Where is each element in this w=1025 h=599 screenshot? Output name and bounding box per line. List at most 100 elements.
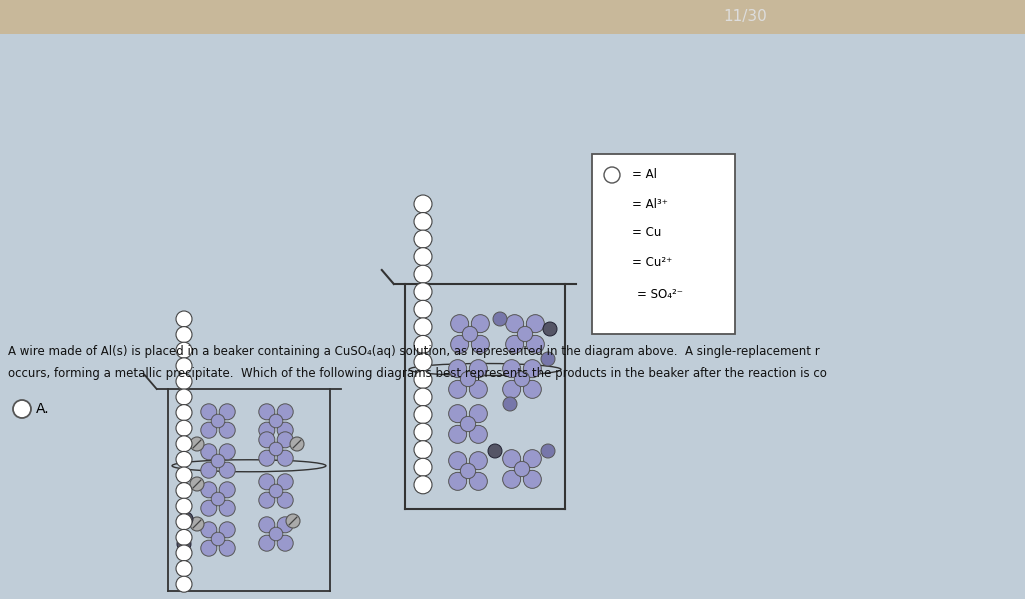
Circle shape: [449, 380, 466, 398]
Circle shape: [414, 406, 432, 423]
Circle shape: [13, 400, 31, 418]
Circle shape: [190, 477, 204, 491]
Text: = Al³⁺: = Al³⁺: [632, 198, 668, 210]
Circle shape: [451, 335, 468, 353]
Circle shape: [201, 540, 217, 556]
Circle shape: [277, 422, 293, 438]
Circle shape: [469, 380, 487, 398]
Circle shape: [219, 462, 235, 478]
Circle shape: [290, 437, 304, 451]
Circle shape: [201, 482, 217, 498]
Circle shape: [503, 397, 517, 411]
Text: = SO₄²⁻: = SO₄²⁻: [637, 288, 683, 301]
Circle shape: [524, 380, 541, 398]
Circle shape: [493, 312, 507, 326]
Circle shape: [176, 389, 192, 405]
Circle shape: [451, 314, 468, 332]
Circle shape: [472, 335, 489, 353]
Circle shape: [211, 532, 224, 546]
Circle shape: [610, 287, 624, 301]
Circle shape: [277, 492, 293, 508]
Circle shape: [219, 422, 235, 438]
Circle shape: [414, 458, 432, 476]
Circle shape: [258, 517, 275, 533]
Circle shape: [176, 561, 192, 577]
Circle shape: [414, 353, 432, 371]
Circle shape: [277, 450, 293, 466]
Circle shape: [505, 314, 524, 332]
Circle shape: [219, 500, 235, 516]
Circle shape: [219, 540, 235, 556]
Circle shape: [414, 441, 432, 459]
Circle shape: [201, 500, 217, 516]
Text: 11/30: 11/30: [723, 10, 767, 25]
Circle shape: [176, 342, 192, 358]
Circle shape: [414, 300, 432, 318]
Circle shape: [524, 450, 541, 468]
Circle shape: [414, 230, 432, 248]
Circle shape: [515, 461, 530, 477]
Circle shape: [258, 535, 275, 551]
Circle shape: [414, 335, 432, 353]
Circle shape: [518, 326, 533, 341]
Circle shape: [469, 359, 487, 377]
Circle shape: [176, 576, 192, 592]
Circle shape: [176, 420, 192, 436]
Bar: [0, 0, 1025, 34]
Circle shape: [179, 512, 193, 526]
Circle shape: [176, 467, 192, 483]
Circle shape: [502, 450, 521, 468]
Circle shape: [258, 432, 275, 448]
Circle shape: [502, 470, 521, 488]
Circle shape: [177, 537, 191, 551]
Circle shape: [176, 326, 192, 343]
Circle shape: [462, 326, 478, 341]
Circle shape: [449, 405, 466, 423]
Circle shape: [469, 473, 487, 491]
Circle shape: [190, 517, 204, 531]
Circle shape: [414, 195, 432, 213]
Circle shape: [270, 484, 283, 498]
Circle shape: [449, 452, 466, 470]
Circle shape: [527, 335, 544, 353]
Circle shape: [618, 295, 634, 311]
Circle shape: [211, 414, 224, 428]
Circle shape: [469, 425, 487, 443]
Circle shape: [176, 483, 192, 498]
Circle shape: [460, 464, 476, 479]
Circle shape: [502, 380, 521, 398]
Circle shape: [219, 522, 235, 538]
Circle shape: [176, 358, 192, 374]
Circle shape: [176, 545, 192, 561]
Circle shape: [604, 196, 620, 212]
Circle shape: [258, 450, 275, 466]
Circle shape: [211, 492, 224, 506]
Text: = Cu: = Cu: [632, 226, 661, 240]
Circle shape: [414, 318, 432, 336]
Circle shape: [201, 522, 217, 538]
Circle shape: [277, 517, 293, 533]
Circle shape: [414, 388, 432, 406]
Circle shape: [460, 416, 476, 432]
Circle shape: [449, 359, 466, 377]
Circle shape: [258, 474, 275, 490]
Circle shape: [277, 404, 293, 420]
Circle shape: [460, 371, 476, 386]
Circle shape: [502, 359, 521, 377]
Circle shape: [524, 359, 541, 377]
Circle shape: [219, 482, 235, 498]
Circle shape: [414, 213, 432, 231]
Circle shape: [277, 432, 293, 448]
Circle shape: [176, 373, 192, 389]
Circle shape: [201, 462, 217, 478]
Circle shape: [524, 470, 541, 488]
Circle shape: [277, 474, 293, 490]
Circle shape: [190, 437, 204, 451]
Circle shape: [176, 404, 192, 420]
Circle shape: [414, 476, 432, 494]
Circle shape: [543, 322, 557, 336]
Circle shape: [515, 371, 530, 386]
Circle shape: [469, 405, 487, 423]
Text: = Al: = Al: [632, 168, 657, 181]
Circle shape: [541, 352, 555, 366]
